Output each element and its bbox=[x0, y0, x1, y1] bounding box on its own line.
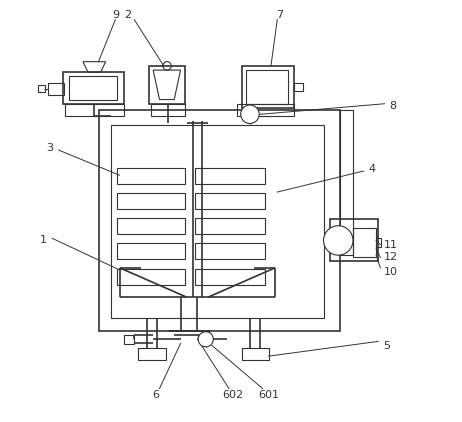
Circle shape bbox=[241, 105, 259, 124]
Bar bbox=[124, 335, 134, 344]
Text: 10: 10 bbox=[384, 267, 398, 277]
Bar bbox=[195, 193, 265, 209]
Text: 7: 7 bbox=[276, 11, 283, 20]
Bar bbox=[117, 193, 185, 209]
Text: 5: 5 bbox=[383, 341, 390, 351]
Text: 601: 601 bbox=[258, 390, 280, 400]
Bar bbox=[242, 348, 269, 360]
Text: 602: 602 bbox=[223, 390, 243, 400]
Bar bbox=[65, 104, 124, 116]
Bar bbox=[195, 243, 265, 260]
Text: 9: 9 bbox=[112, 11, 119, 20]
Bar bbox=[111, 125, 323, 318]
Bar bbox=[37, 85, 45, 92]
Bar bbox=[117, 168, 185, 184]
Circle shape bbox=[323, 226, 353, 255]
Bar bbox=[117, 218, 185, 234]
Circle shape bbox=[198, 332, 213, 347]
Bar bbox=[98, 110, 340, 331]
Text: 3: 3 bbox=[47, 143, 54, 153]
Text: 11: 11 bbox=[384, 240, 398, 250]
Bar bbox=[69, 76, 117, 100]
Text: 2: 2 bbox=[124, 11, 132, 20]
Text: 8: 8 bbox=[389, 101, 396, 111]
Bar bbox=[237, 104, 294, 116]
Text: 12: 12 bbox=[384, 252, 398, 262]
Bar bbox=[376, 238, 381, 247]
Bar bbox=[63, 72, 124, 104]
Bar bbox=[330, 219, 378, 262]
Bar bbox=[353, 228, 376, 257]
Bar bbox=[151, 104, 185, 116]
Bar bbox=[48, 83, 64, 95]
Bar bbox=[242, 66, 294, 108]
Bar bbox=[195, 168, 265, 184]
Text: 4: 4 bbox=[368, 164, 376, 174]
Bar bbox=[294, 83, 303, 91]
Text: 1: 1 bbox=[40, 235, 47, 246]
Bar bbox=[117, 269, 185, 284]
Text: 6: 6 bbox=[152, 390, 159, 400]
Bar bbox=[117, 243, 185, 260]
Bar bbox=[149, 66, 185, 104]
Bar bbox=[195, 269, 265, 284]
Bar bbox=[246, 70, 288, 104]
Bar bbox=[195, 218, 265, 234]
Bar bbox=[340, 110, 353, 255]
Bar bbox=[139, 348, 166, 360]
